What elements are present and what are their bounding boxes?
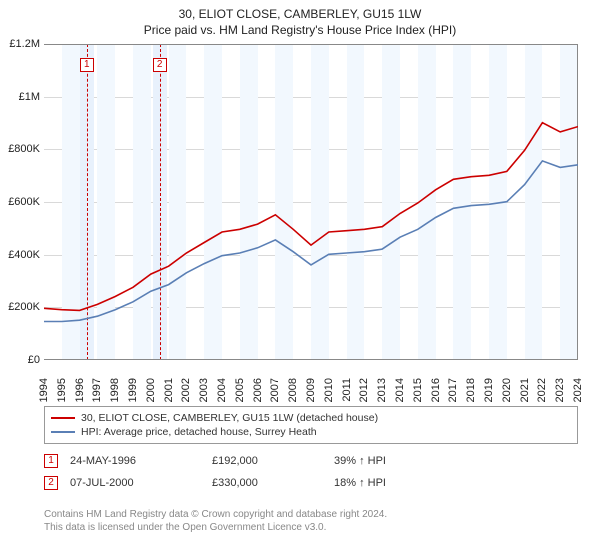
x-axis-label: 1994 — [38, 378, 50, 408]
x-axis-label: 2021 — [519, 378, 531, 408]
x-axis-label: 2011 — [341, 378, 353, 408]
x-axis-label: 2008 — [287, 378, 299, 408]
row-price-1: £192,000 — [212, 455, 322, 467]
legend: 30, ELIOT CLOSE, CAMBERLEY, GU15 1LW (de… — [44, 406, 578, 444]
legend-swatch-2 — [51, 431, 75, 433]
row-date-2: 07-JUL-2000 — [70, 477, 200, 489]
row-date-1: 24-MAY-1996 — [70, 455, 200, 467]
attribution-line-2: This data is licensed under the Open Gov… — [44, 521, 578, 534]
legend-item-2: HPI: Average price, detached house, Surr… — [51, 425, 571, 439]
table-row: 2 07-JUL-2000 £330,000 18% ↑ HPI — [44, 472, 578, 494]
series-line-1 — [44, 123, 578, 311]
x-axis-label: 2001 — [163, 378, 175, 408]
y-axis-label: £0 — [0, 354, 44, 366]
chart-container: 30, ELIOT CLOSE, CAMBERLEY, GU15 1LW Pri… — [0, 0, 600, 560]
y-axis-label: £800K — [0, 143, 44, 155]
row-marker-1: 1 — [44, 454, 58, 468]
x-axis-label: 2024 — [572, 378, 584, 408]
x-axis-label: 2017 — [447, 378, 459, 408]
x-axis-label: 2002 — [180, 378, 192, 408]
x-axis-label: 2023 — [554, 378, 566, 408]
y-axis-label: £200K — [0, 301, 44, 313]
row-price-2: £330,000 — [212, 477, 322, 489]
row-pct-1: 39% ↑ HPI — [334, 455, 454, 467]
legend-swatch-1 — [51, 417, 75, 419]
x-axis-label: 1998 — [109, 378, 121, 408]
table-row: 1 24-MAY-1996 £192,000 39% ↑ HPI — [44, 450, 578, 472]
y-axis-label: £400K — [0, 249, 44, 261]
x-axis-label: 2007 — [269, 378, 281, 408]
title-line-1: 30, ELIOT CLOSE, CAMBERLEY, GU15 1LW — [0, 6, 600, 22]
series-line-2 — [44, 161, 578, 322]
x-axis-label: 2000 — [145, 378, 157, 408]
x-axis-label: 2006 — [252, 378, 264, 408]
attribution: Contains HM Land Registry data © Crown c… — [44, 508, 578, 534]
plot-area — [44, 44, 578, 360]
transaction-table: 1 24-MAY-1996 £192,000 39% ↑ HPI 2 07-JU… — [44, 450, 578, 494]
x-axis-label: 1995 — [56, 378, 68, 408]
chart-title: 30, ELIOT CLOSE, CAMBERLEY, GU15 1LW Pri… — [0, 0, 600, 38]
x-axis-label: 2005 — [234, 378, 246, 408]
legend-label-2: HPI: Average price, detached house, Surr… — [81, 426, 317, 438]
line-chart-svg — [44, 45, 578, 361]
x-axis-label: 2016 — [430, 378, 442, 408]
x-axis-label: 2003 — [198, 378, 210, 408]
x-axis-label: 1997 — [91, 378, 103, 408]
x-axis-label: 2018 — [465, 378, 477, 408]
y-axis-label: £1.2M — [0, 38, 44, 50]
row-marker-2: 2 — [44, 476, 58, 490]
x-axis-label: 2022 — [536, 378, 548, 408]
legend-label-1: 30, ELIOT CLOSE, CAMBERLEY, GU15 1LW (de… — [81, 412, 378, 424]
x-axis-label: 2014 — [394, 378, 406, 408]
legend-item-1: 30, ELIOT CLOSE, CAMBERLEY, GU15 1LW (de… — [51, 411, 571, 425]
row-pct-2: 18% ↑ HPI — [334, 477, 454, 489]
x-axis-label: 2013 — [376, 378, 388, 408]
x-axis-label: 2012 — [358, 378, 370, 408]
x-axis-label: 2004 — [216, 378, 228, 408]
y-axis-label: £600K — [0, 196, 44, 208]
x-axis-label: 1999 — [127, 378, 139, 408]
x-axis-label: 1996 — [74, 378, 86, 408]
attribution-line-1: Contains HM Land Registry data © Crown c… — [44, 508, 578, 521]
x-axis-label: 2009 — [305, 378, 317, 408]
y-axis-label: £1M — [0, 91, 44, 103]
x-axis-label: 2020 — [501, 378, 513, 408]
title-line-2: Price paid vs. HM Land Registry's House … — [0, 22, 600, 38]
x-axis-label: 2010 — [323, 378, 335, 408]
x-axis-label: 2015 — [412, 378, 424, 408]
x-axis-label: 2019 — [483, 378, 495, 408]
